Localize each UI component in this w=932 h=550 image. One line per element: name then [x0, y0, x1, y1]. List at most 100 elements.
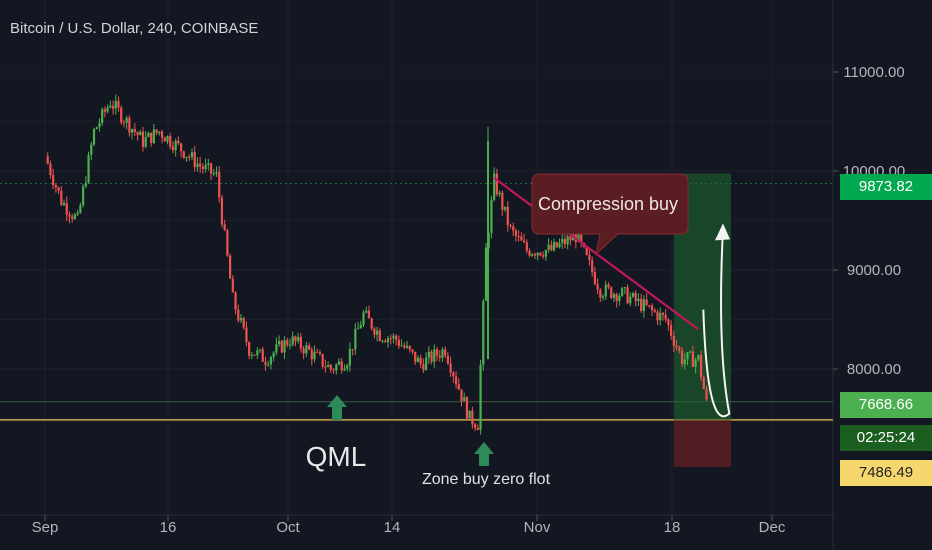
zone-buy-label: Zone buy zero flot	[422, 471, 551, 488]
candle-body	[615, 294, 618, 301]
candle-body	[395, 335, 398, 340]
candle-body	[452, 372, 455, 377]
candle-body	[569, 236, 572, 241]
candle-body	[675, 345, 678, 348]
candle-body	[591, 260, 594, 273]
zone-arrow-icon	[474, 442, 494, 466]
candle-body	[705, 388, 708, 400]
qml-label: QML	[306, 441, 367, 472]
candle-body	[278, 341, 281, 345]
candle-body	[329, 364, 332, 370]
candle-body	[621, 288, 624, 296]
candle-body	[133, 129, 136, 133]
current-price-badge: 9873.82	[840, 174, 932, 200]
candle-body	[351, 348, 354, 350]
candle-body	[299, 336, 302, 349]
candle-body	[678, 347, 681, 351]
candle-body	[307, 345, 311, 350]
candle-body	[109, 105, 112, 108]
candle-body	[425, 357, 428, 371]
candle-body	[139, 131, 142, 136]
candle-body	[297, 336, 300, 342]
candle-body	[95, 127, 98, 129]
candle-body	[561, 239, 564, 244]
candle-body	[699, 355, 703, 378]
candle-body	[512, 226, 515, 231]
candle-body	[438, 355, 441, 358]
candle-body	[288, 344, 292, 346]
stop-price-badge: 7486.49	[840, 460, 932, 486]
candle-body	[397, 339, 400, 346]
candle-body	[163, 137, 166, 142]
zone-buy-marker: Zone buy zero flot	[422, 442, 551, 488]
candle-body	[185, 156, 188, 158]
candle-body	[601, 296, 605, 298]
projection-curve	[702, 228, 731, 418]
candle-body	[324, 366, 327, 368]
candle-body	[223, 224, 226, 231]
candle-body	[623, 287, 626, 289]
candle-body	[610, 287, 613, 298]
candle-body	[117, 100, 120, 108]
x-tick-label: Oct	[276, 519, 300, 536]
candle-body	[310, 349, 313, 360]
candle-body	[305, 345, 308, 354]
candle-body	[659, 312, 662, 321]
candle-body	[656, 311, 659, 321]
candle-body	[493, 173, 496, 200]
candle-body	[585, 246, 588, 255]
candle-body	[664, 314, 667, 320]
candle-body	[531, 254, 534, 256]
candle-body	[155, 129, 158, 134]
candle-body	[430, 351, 433, 362]
y-tick-label: 8000.00	[847, 361, 901, 378]
candle-body	[269, 357, 273, 365]
candle-body	[650, 305, 654, 310]
candle-body	[199, 163, 202, 167]
candle-body	[689, 351, 692, 353]
x-tick-label: Nov	[524, 519, 551, 536]
candle-body	[686, 352, 689, 360]
candle-body	[558, 243, 561, 248]
candle-body	[490, 199, 493, 233]
candle-body	[136, 132, 139, 136]
candle-body	[340, 361, 343, 371]
candle-body	[122, 122, 126, 124]
compression-callout[interactable]: Compression buy	[531, 173, 689, 256]
candle-body	[542, 255, 545, 257]
candle-body	[275, 344, 278, 353]
candle-body	[523, 240, 526, 243]
candle-body	[501, 192, 504, 210]
candle-body	[525, 242, 528, 251]
candle-body	[370, 318, 373, 329]
candle-body	[514, 230, 518, 237]
candle-body	[533, 254, 537, 256]
candle-body	[332, 369, 335, 371]
candle-body	[237, 309, 240, 321]
candle-body	[201, 166, 204, 170]
candle-body	[460, 389, 463, 402]
candle-body	[68, 214, 71, 217]
candle-body	[482, 300, 485, 365]
candle-body	[57, 187, 60, 191]
candle-body	[528, 250, 531, 256]
candle-body	[596, 284, 599, 290]
candle-body	[691, 351, 694, 367]
candle-body	[98, 122, 101, 128]
candle-body	[152, 129, 155, 143]
candle-body	[454, 376, 458, 385]
candle-body	[234, 292, 237, 310]
candle-body	[180, 143, 183, 152]
candle-body	[498, 192, 501, 195]
candle-body	[147, 132, 150, 138]
candle-body	[248, 342, 251, 356]
candle-body	[634, 293, 637, 302]
candle-body	[54, 185, 57, 188]
candle-body	[302, 348, 305, 354]
candle-body	[555, 242, 558, 248]
time-axis[interactable]: Sep 16 Oct 14 Nov 18 Dec	[32, 515, 786, 536]
candle-body	[422, 364, 425, 371]
candle-body	[150, 132, 153, 143]
